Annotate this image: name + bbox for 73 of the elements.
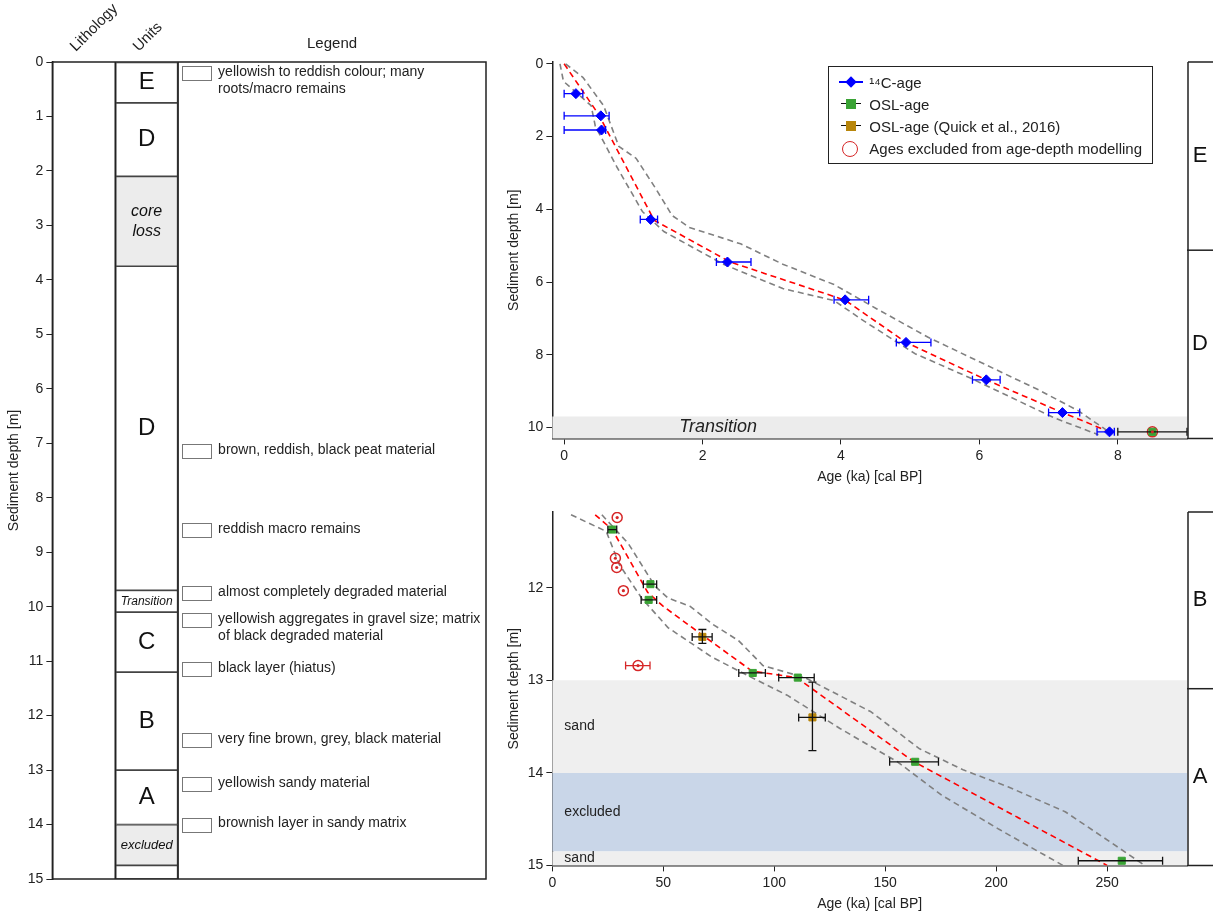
y-tick-label: 15 (27, 869, 44, 886)
band-label: Transition (679, 416, 757, 437)
series-label: D (138, 412, 156, 440)
text: brownish layer in sandy matrix (218, 814, 407, 831)
x-tick-label: 200 (984, 873, 1009, 890)
text: reddish macro remains (218, 520, 361, 537)
y-tick-label: 15 (527, 856, 544, 873)
text: black layer (hiatus) (218, 659, 336, 676)
y-tick-label: 7 (35, 434, 44, 451)
y-tick-label: 2 (35, 161, 44, 178)
y-tick-label: 13 (27, 760, 44, 777)
series-label: core loss (131, 201, 163, 239)
text: almost completely degraded material (218, 582, 447, 599)
x-tick-label: 4 (837, 446, 846, 463)
y-axis-title: Sediment depth [m] (505, 628, 522, 750)
y-axis-title: Sediment depth [m] (5, 409, 22, 532)
y-tick-label: 14 (27, 815, 44, 832)
x-tick-label: 0 (560, 446, 569, 463)
x-tick-label: 100 (762, 873, 787, 890)
x-axis-title: Age (ka) [cal BP] (817, 468, 923, 485)
y-tick-label: 5 (35, 325, 44, 342)
x-tick-label: 2 (698, 446, 707, 463)
series-label: A (138, 781, 155, 809)
legend-label: OSL-age (Quick et al., 2016) (869, 117, 1061, 135)
y-tick-label: 13 (527, 671, 544, 688)
y-tick-label: 9 (35, 543, 44, 560)
series-label: Transition (120, 593, 173, 608)
band-label: sand (564, 717, 595, 734)
text: Legend (307, 34, 358, 51)
y-tick-label: 10 (27, 597, 44, 614)
y-tick-label: 11 (28, 651, 44, 668)
text: yellowish to reddish colour; many roots/macro remains (218, 62, 425, 96)
legend-label: OSL-age (869, 95, 930, 113)
y-tick-label: 4 (35, 270, 44, 287)
y-tick-label: 0 (535, 54, 544, 71)
y-tick-label: 0 (35, 52, 44, 69)
y-tick-label: 1 (35, 107, 44, 124)
x-tick-label: 8 (1113, 446, 1122, 463)
band-label: excluded (564, 803, 621, 820)
y-tick-label: 10 (527, 418, 544, 435)
y-axis-title: Sediment depth [m] (505, 189, 522, 311)
y-tick-label: 6 (535, 272, 544, 289)
y-tick-label: 3 (35, 216, 44, 233)
x-tick-label: 6 (975, 446, 984, 463)
series-label: C (138, 626, 156, 654)
legend-label: ¹⁴C-age (869, 73, 922, 91)
y-tick-label: 8 (535, 345, 544, 362)
series-label: E (138, 67, 155, 95)
x-tick-label: 0 (548, 873, 557, 890)
y-tick-label: 12 (527, 578, 544, 595)
text: E (1192, 142, 1208, 168)
text: D (1192, 330, 1208, 356)
x-tick-label: 150 (873, 873, 898, 890)
text: B (1192, 586, 1208, 612)
x-tick-label: 250 (1095, 873, 1120, 890)
y-tick-label: 14 (527, 763, 544, 780)
y-tick-label: 12 (27, 706, 44, 723)
y-tick-label: 8 (35, 488, 44, 505)
text: yellowish sandy material (218, 773, 370, 790)
x-tick-label: 50 (655, 873, 672, 890)
text: A (1192, 763, 1208, 789)
y-tick-label: 6 (35, 379, 44, 396)
text: very fine brown, grey, black material (218, 729, 442, 746)
legend-label: Ages excluded from age-depth modelling (869, 139, 1142, 157)
y-tick-label: 2 (535, 127, 544, 144)
text: yellowish aggregates in gravel size; matrix of black degraded material (218, 610, 481, 644)
text: brown, reddish, black peat material (218, 441, 436, 458)
y-tick-label: 4 (535, 200, 544, 217)
series-label: D (138, 124, 156, 152)
x-axis-title: Age (ka) [cal BP] (817, 895, 923, 912)
series-label: B (138, 705, 155, 733)
band-label: sand (564, 849, 595, 866)
series-label: excluded (120, 836, 174, 852)
